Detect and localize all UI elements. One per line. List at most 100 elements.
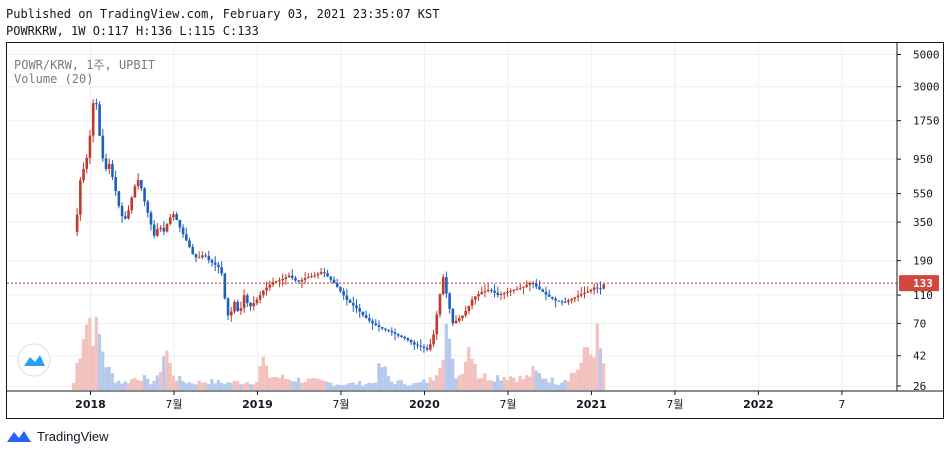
candle-body: [429, 344, 432, 350]
volume-bar: [277, 377, 281, 390]
candle-body: [541, 289, 545, 292]
candle-body: [191, 246, 195, 255]
volume-bar: [110, 373, 114, 390]
time-tick-label: 2020: [409, 398, 440, 411]
volume-bar: [101, 351, 105, 390]
candle-body: [323, 272, 326, 274]
volume-bar: [483, 373, 487, 390]
candle-body: [178, 220, 182, 228]
volume-bar: [602, 363, 606, 390]
volume-bar: [85, 324, 89, 390]
candle-body: [551, 296, 554, 299]
volume-bar: [341, 385, 346, 390]
candle-body: [589, 289, 593, 292]
volume-bar: [579, 362, 583, 390]
candle-body: [213, 262, 217, 265]
volume-bar: [582, 347, 586, 390]
published-info: Published on TradingView.com, February 0…: [6, 7, 440, 21]
volume-bar: [463, 361, 468, 390]
ohlc-summary: POWRKRW, 1W O:117 H:136 L:115 C:133: [6, 24, 259, 38]
volume-bar: [589, 354, 593, 390]
candle-body: [265, 287, 268, 291]
candle-body: [602, 284, 606, 289]
candle-body: [544, 291, 548, 295]
price-tick-label: 1750: [913, 115, 940, 128]
time-tick-label: 7월: [332, 398, 349, 411]
candle-body: [274, 281, 278, 283]
volume-bar: [72, 382, 76, 390]
volume-bar: [502, 376, 506, 390]
candle-body: [136, 180, 140, 187]
candle-body: [563, 301, 567, 303]
volume-bar: [454, 378, 458, 390]
volume-bar: [242, 383, 246, 390]
candle-body: [123, 216, 127, 219]
volume-bar: [123, 381, 127, 390]
volume-bar: [553, 384, 558, 390]
candle-body: [82, 168, 85, 181]
candle-body: [223, 273, 227, 299]
volume-bar: [534, 370, 538, 390]
volume-bar: [232, 380, 236, 390]
candle-body: [387, 329, 390, 331]
volume-bar: [460, 373, 464, 390]
candle-body: [107, 163, 111, 169]
candle-body: [518, 287, 522, 289]
volume-bar: [508, 376, 513, 390]
volume-bar: [139, 380, 143, 390]
volume-bar: [435, 375, 439, 390]
price-tick-label: 70: [913, 318, 926, 331]
volume-bar: [168, 362, 172, 390]
candle-body: [522, 286, 525, 288]
volume-bar: [104, 367, 108, 390]
volume-bar: [120, 383, 124, 390]
candle-body: [409, 339, 413, 343]
time-tick-label: 7: [838, 398, 845, 411]
candle-body: [236, 301, 239, 311]
price-tick-label: 3000: [913, 81, 940, 94]
candle-body: [310, 276, 313, 278]
candle-body: [483, 291, 487, 293]
volume-bar: [293, 381, 297, 390]
candle-body: [438, 294, 442, 315]
volume-bar: [585, 347, 590, 390]
candle-body: [355, 305, 358, 309]
volume-bar: [451, 358, 455, 390]
candle-body: [496, 292, 500, 295]
candle-body: [294, 277, 297, 281]
candle-body: [194, 254, 198, 258]
volume-bar: [223, 384, 227, 390]
volume-bar: [592, 357, 596, 390]
candle-body: [384, 328, 387, 330]
candle-body: [168, 217, 172, 224]
candle-body: [599, 288, 602, 290]
candle-body: [576, 295, 580, 298]
candle-body: [512, 289, 516, 291]
candle-body: [339, 287, 342, 292]
candle-body: [290, 275, 294, 278]
volume-bar: [306, 378, 310, 390]
candle-body: [143, 188, 146, 202]
candle-body: [509, 290, 512, 292]
candle-body: [297, 280, 301, 282]
volume-bar: [406, 385, 410, 390]
candle-body: [448, 293, 451, 309]
volume-bar: [524, 375, 529, 390]
time-tick-label: 2021: [576, 398, 607, 411]
volume-bar: [229, 383, 233, 390]
volume-bar: [181, 381, 185, 390]
volume-bar: [563, 379, 567, 390]
candle-body: [133, 186, 137, 198]
candle-body: [239, 308, 243, 311]
volume-bar: [313, 378, 317, 390]
candle-body: [583, 292, 586, 295]
candle-body: [300, 279, 304, 282]
volume-bar: [258, 366, 262, 390]
tradingview-footer[interactable]: TradingView: [6, 428, 109, 444]
candle-body: [307, 277, 310, 279]
candle-body: [364, 315, 368, 319]
candle-body: [284, 277, 288, 279]
symbol-legend: POWR/KRW, 1주, UPBIT: [14, 58, 156, 72]
volume-bar: [431, 380, 436, 390]
